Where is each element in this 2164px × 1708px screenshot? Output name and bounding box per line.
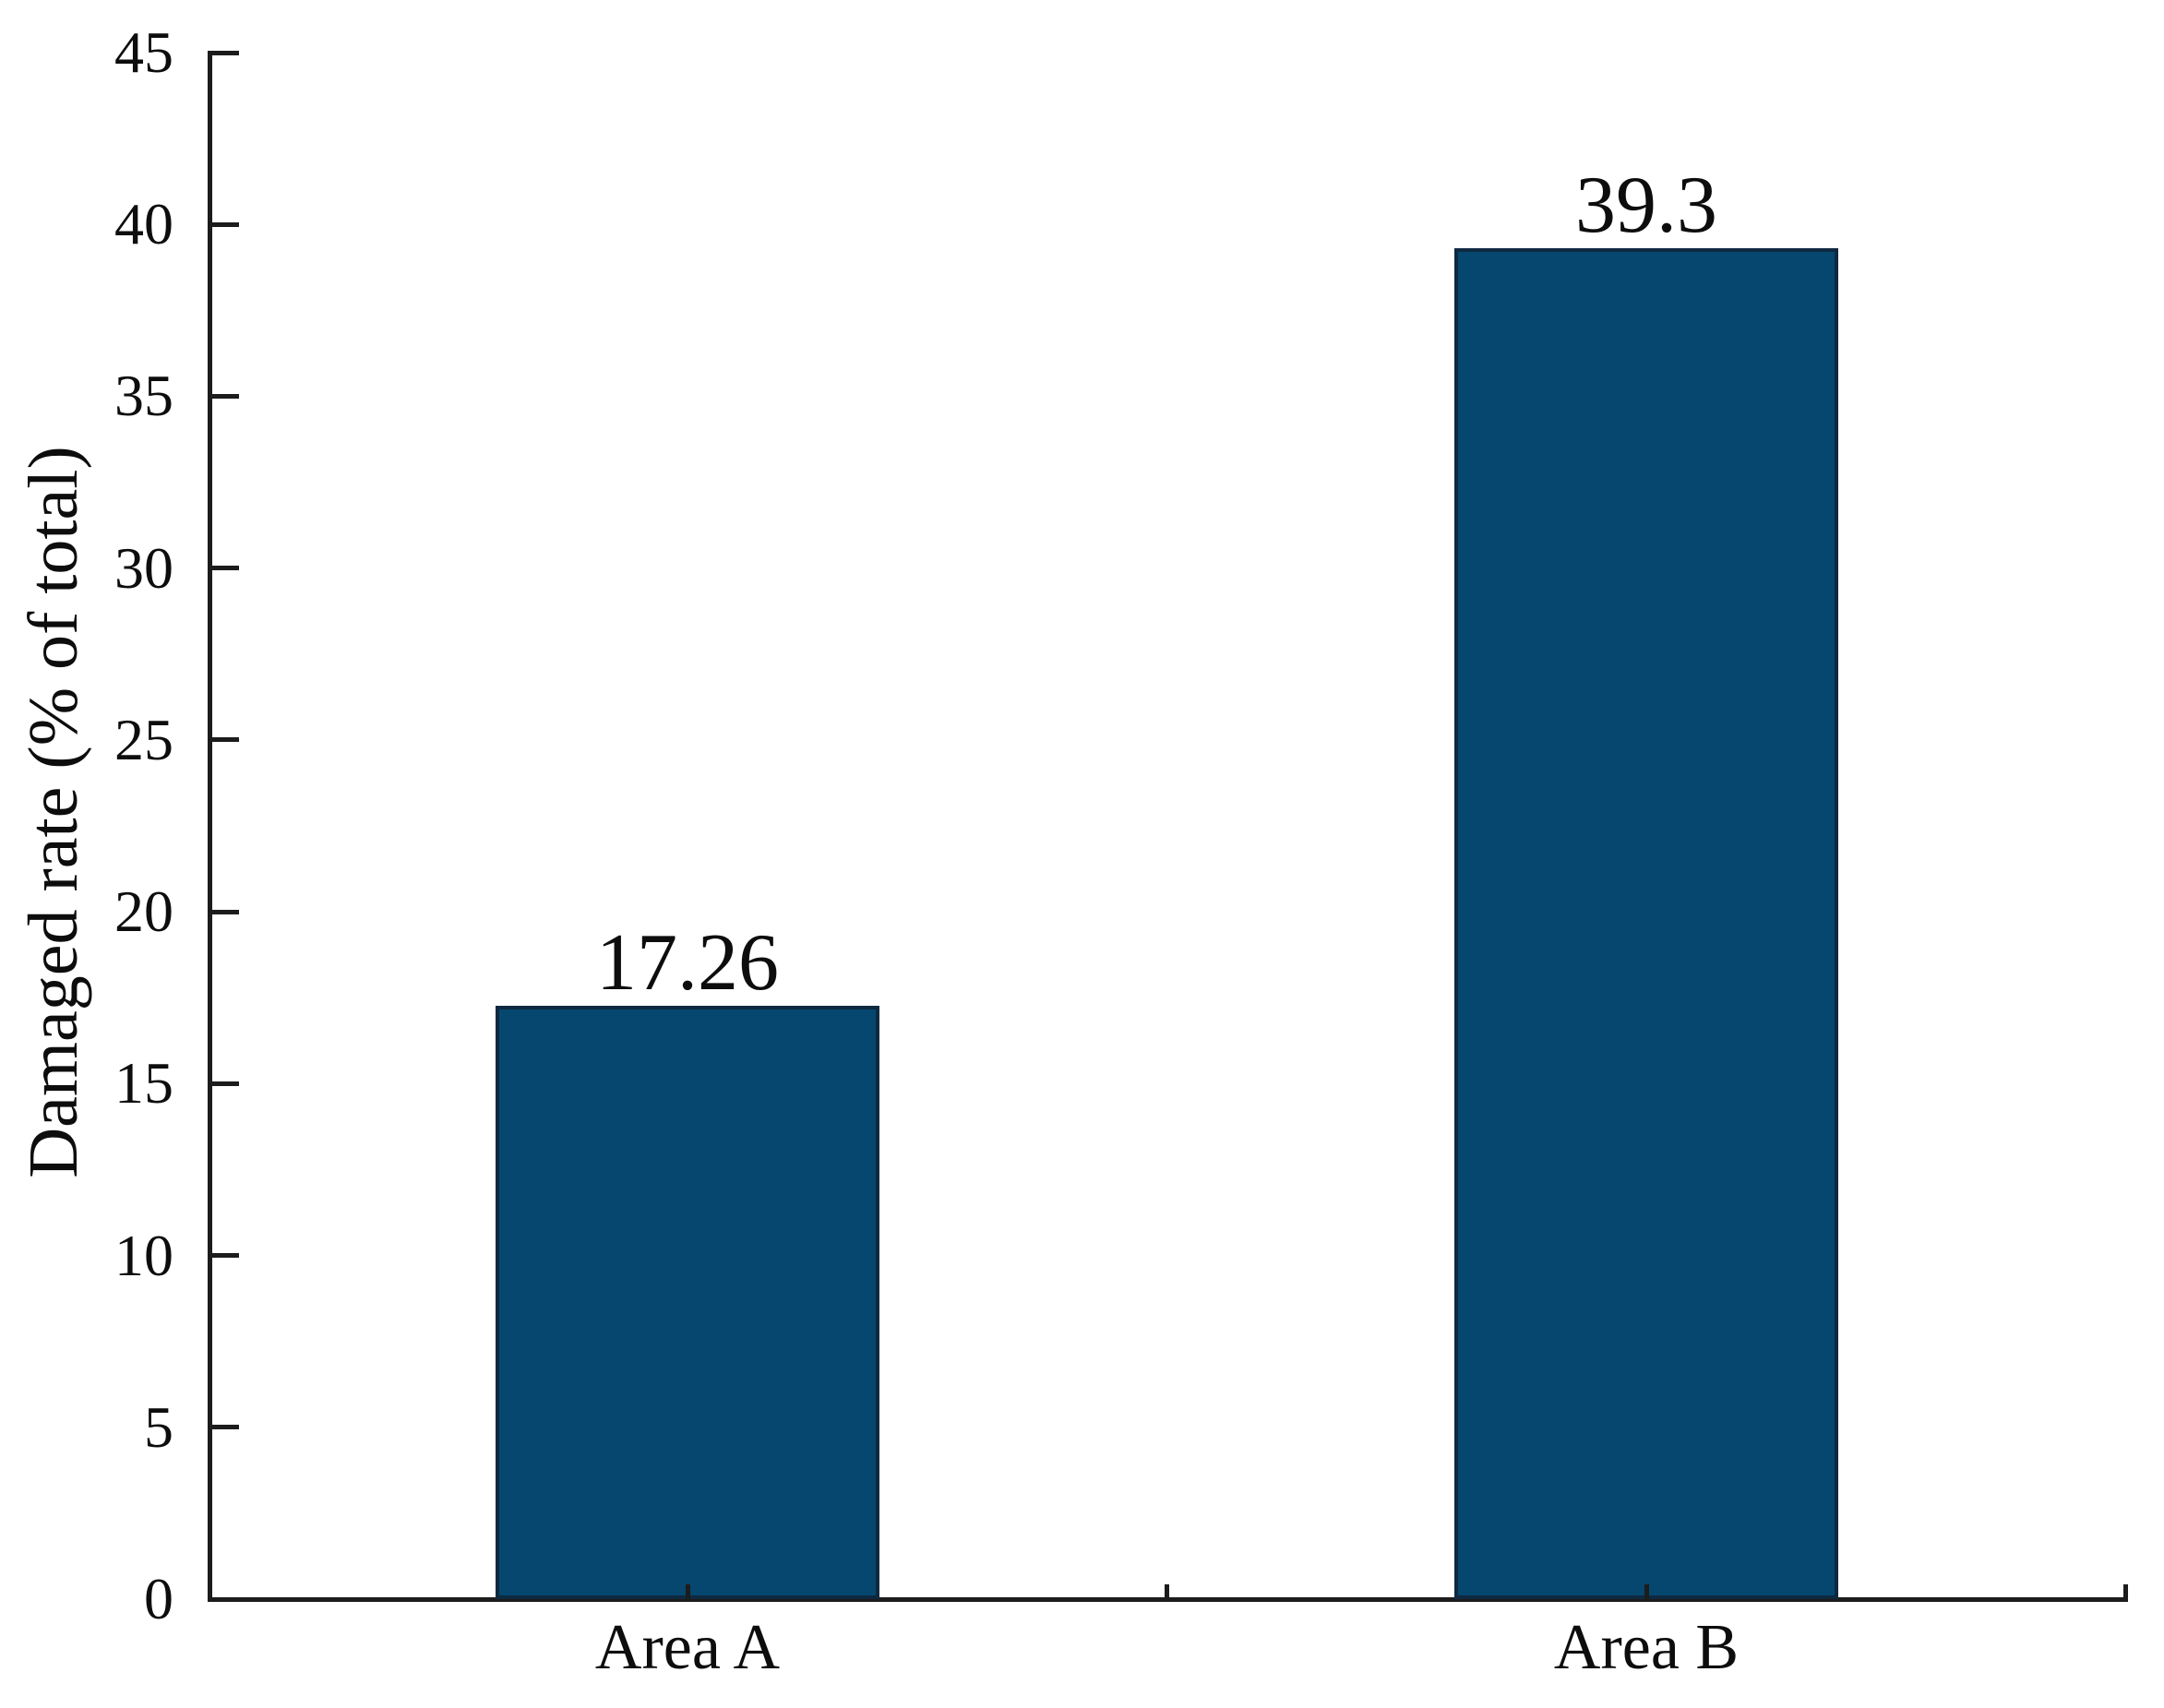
x-tick xyxy=(1644,1584,1649,1599)
y-tick xyxy=(209,393,239,399)
y-tick-label: 10 xyxy=(114,1222,173,1288)
y-tick xyxy=(209,221,239,227)
y-tick-label: 20 xyxy=(114,878,173,945)
x-category-label: Area B xyxy=(1553,1612,1740,1684)
y-tick-label: 35 xyxy=(114,363,173,429)
bar xyxy=(496,1006,879,1599)
bar-value-label: 39.3 xyxy=(1575,161,1717,251)
x-axis-line xyxy=(207,1596,2128,1602)
y-tick-label: 40 xyxy=(114,191,173,257)
y-tick-label: 45 xyxy=(114,19,173,85)
y-tick xyxy=(209,1253,239,1259)
y-tick xyxy=(209,50,239,55)
y-axis-line xyxy=(207,50,212,1602)
x-minor-tick xyxy=(1165,1584,1169,1599)
y-tick xyxy=(209,1425,239,1430)
x-axis-end-tick xyxy=(2122,1584,2128,1599)
y-tick xyxy=(209,1081,239,1086)
y-tick xyxy=(209,566,239,571)
y-tick xyxy=(209,737,239,743)
y-tick-label: 15 xyxy=(114,1050,173,1117)
bar xyxy=(1454,248,1838,1599)
y-tick-label: 30 xyxy=(114,534,173,601)
y-tick-label: 25 xyxy=(114,706,173,772)
bar-value-label: 17.26 xyxy=(596,918,779,1009)
x-tick xyxy=(685,1584,690,1599)
y-tick-label: 5 xyxy=(144,1393,173,1460)
y-tick-label: 0 xyxy=(144,1566,173,1631)
y-tick xyxy=(209,909,239,914)
x-category-label: Area A xyxy=(594,1612,781,1684)
